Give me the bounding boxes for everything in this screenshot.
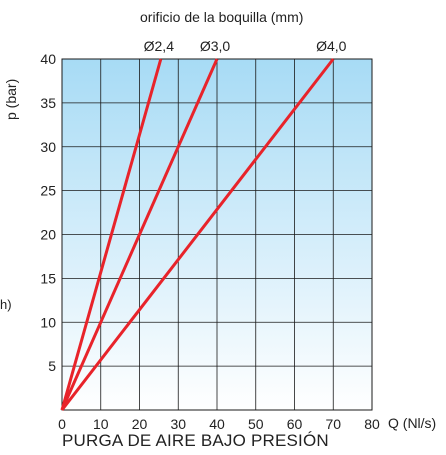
series-label-2: Ø3,0 [200, 38, 231, 54]
x-tick-label: 40 [209, 416, 225, 432]
y-tick-label: 25 [40, 183, 56, 199]
grid [62, 59, 372, 410]
y-axis-label: p (bar) [3, 78, 19, 120]
y-tick-label: 40 [40, 51, 56, 67]
footer-caption: PURGA DE AIRE BAJO PRESIÓN [62, 431, 329, 450]
series-lines [60, 58, 335, 411]
x-tick-label: 60 [287, 416, 303, 432]
x-tick-label: 10 [93, 416, 109, 432]
x-tick-label: 80 [364, 416, 380, 432]
y-tick-label: 30 [40, 139, 56, 155]
series-label-3: Ø4,0 [316, 38, 347, 54]
series-line-3 [60, 58, 335, 411]
chart-title: orificio de la boquilla (mm) [140, 9, 304, 25]
series-line-2 [60, 58, 219, 411]
x-tick-label: 30 [170, 416, 186, 432]
series-label-1: Ø2,4 [144, 38, 175, 54]
x-tick-label: 70 [325, 416, 341, 432]
x-tick-label: 20 [132, 416, 148, 432]
y-tick-label: 10 [40, 314, 56, 330]
cropped-label: h) [0, 297, 12, 312]
series-labels: Ø2,4 Ø3,0 Ø4,0 [144, 38, 347, 54]
y-tick-label: 5 [48, 358, 56, 374]
y-tick-label: 20 [40, 227, 56, 243]
x-tick-label: 50 [248, 416, 264, 432]
y-tick-label: 35 [40, 95, 56, 111]
x-tick-label: 0 [58, 416, 66, 432]
y-tick-label: 15 [40, 270, 56, 286]
series-line-1 [60, 58, 163, 411]
tick-labels: 0 10 20 30 40 50 60 70 80 5 10 15 20 25 30 35 40 [40, 51, 380, 432]
x-axis-label: Q (Nl/s) [388, 415, 437, 431]
